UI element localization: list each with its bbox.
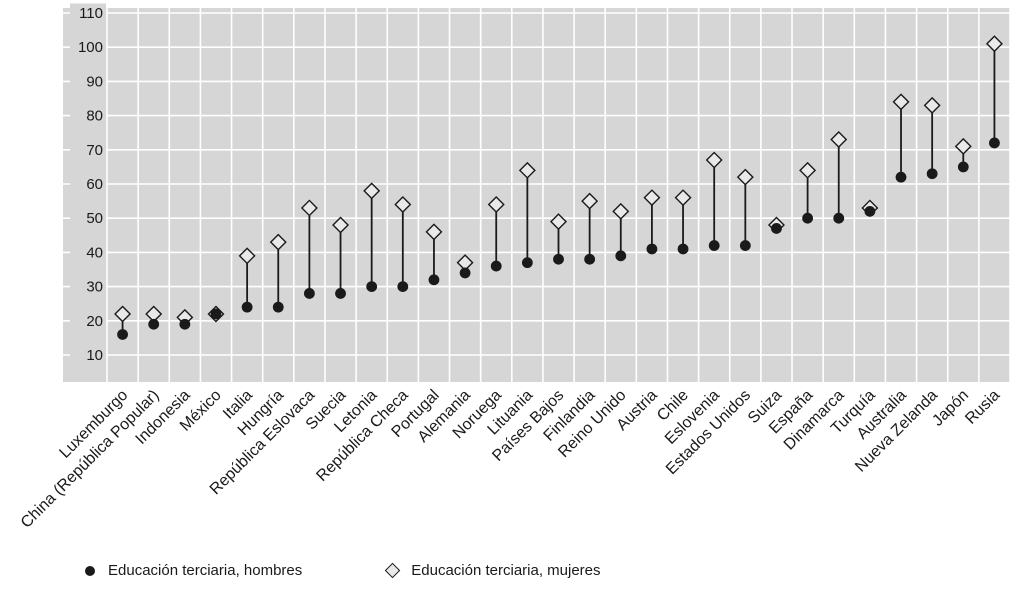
hombres-circle-marker (117, 329, 128, 340)
y-tick-label: 20 (86, 313, 103, 330)
mujeres-diamond-marker (954, 137, 972, 155)
mujeres-diamond-marker (892, 93, 910, 111)
hombres-circle-marker (615, 250, 627, 262)
hombres-circle-marker (553, 253, 564, 265)
mujeres-diamond-marker (612, 202, 630, 220)
mujeres-diamond-marker (332, 216, 350, 234)
open-diamond-icon (384, 562, 401, 579)
legend-item-mujeres: Educación terciaria, mujeres (384, 562, 601, 579)
filled-circle-icon (85, 565, 95, 576)
hombres-circle-marker (895, 171, 907, 183)
hombres-circle-marker (708, 240, 720, 251)
hombres-circle-marker (459, 267, 471, 279)
hombres-circle-marker (864, 205, 876, 217)
mujeres-diamond-marker (643, 189, 661, 207)
y-tick-label: 50 (86, 210, 103, 227)
y-tick-label: 100 (78, 39, 103, 56)
hombres-circle-marker (397, 281, 409, 292)
legend-item-hombres: Educación terciaria, hombres (85, 562, 302, 579)
chart-legend: Educación terciaria, hombres Educación t… (85, 562, 1022, 579)
legend-label-mujeres: Educación terciaria, mujeres (411, 562, 601, 579)
y-tick-bg (70, 277, 106, 297)
mujeres-diamond-marker (581, 192, 599, 210)
mujeres-diamond-marker (456, 254, 474, 272)
hombres-circle-marker (833, 212, 845, 224)
hombres-circle-marker (771, 223, 782, 234)
hombres-circle-marker (739, 240, 751, 251)
hombres-circle-marker (521, 257, 533, 269)
mujeres-diamond-marker (985, 35, 1003, 53)
hombres-circle-marker (584, 253, 596, 265)
y-tick-bg (70, 242, 106, 262)
y-tick-label: 90 (86, 73, 103, 90)
mujeres-diamond-marker (300, 199, 318, 217)
hombres-circle-marker (428, 274, 440, 286)
y-tick-bg (70, 208, 106, 228)
mujeres-diamond-marker (674, 189, 692, 207)
mujeres-diamond-marker (363, 182, 381, 200)
mujeres-diamond-marker (923, 96, 941, 114)
y-tick-label: 10 (86, 347, 103, 364)
y-tick-bg (70, 140, 106, 160)
y-tick-bg (70, 345, 106, 365)
x-category-label: Japón (929, 387, 972, 430)
hombres-circle-marker (148, 318, 160, 330)
mujeres-diamond-marker (425, 223, 443, 241)
hombres-circle-marker (646, 243, 658, 255)
hombres-circle-marker (210, 308, 222, 320)
hombres-circle-marker (366, 281, 378, 292)
mujeres-diamond-marker (705, 151, 723, 169)
hombres-circle-marker (989, 137, 1000, 149)
hombres-circle-marker (802, 212, 814, 224)
hombres-circle-marker (303, 288, 315, 299)
y-tick-label: 40 (86, 244, 103, 261)
y-tick-label: 110 (79, 5, 103, 22)
mujeres-diamond-marker (394, 196, 412, 214)
hombres-circle-marker (957, 161, 969, 173)
hombres-circle-marker (677, 243, 689, 255)
legend-label-hombres: Educación terciaria, hombres (108, 562, 303, 579)
y-tick-bg (70, 311, 106, 331)
hombres-circle-marker (241, 301, 253, 313)
mujeres-diamond-marker (736, 168, 754, 186)
mujeres-diamond-marker (145, 305, 163, 323)
mujeres-diamond-marker (830, 131, 848, 149)
hombres-circle-marker (272, 301, 284, 313)
hombres-circle-marker (335, 288, 346, 299)
mujeres-diamond-marker (238, 247, 256, 265)
dumbbell-chart: 110100908070605040302010LuxemburgoChina … (18, 3, 1011, 532)
plot-area (63, 8, 1010, 382)
hombres-circle-marker (179, 318, 191, 330)
mujeres-diamond-marker (487, 196, 505, 214)
x-category-label: Rusia (962, 387, 1003, 428)
y-tick-label: 70 (86, 142, 103, 159)
mujeres-diamond-marker (799, 161, 817, 179)
y-tick-bg (70, 174, 106, 194)
y-tick-bg (70, 3, 106, 23)
y-tick-bg (70, 37, 106, 57)
mujeres-diamond-marker (518, 161, 536, 179)
y-tick-label: 60 (86, 176, 103, 193)
hombres-circle-marker (490, 260, 502, 272)
hombres-circle-marker (926, 168, 938, 180)
y-tick-label: 80 (86, 108, 103, 125)
x-category-label: China (República Popular) (18, 387, 163, 532)
mujeres-diamond-marker (550, 213, 567, 231)
mujeres-diamond-marker (114, 305, 132, 323)
y-tick-label: 30 (86, 279, 103, 296)
y-tick-bg (70, 71, 106, 91)
y-tick-bg (70, 106, 106, 126)
mujeres-diamond-marker (269, 233, 287, 251)
